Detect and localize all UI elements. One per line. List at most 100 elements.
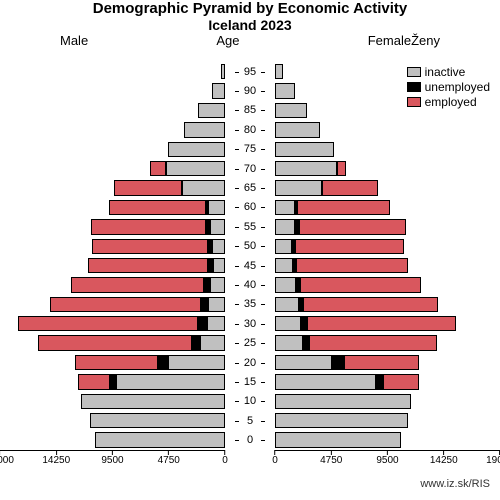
bar-right [275, 123, 500, 137]
bar-right [275, 259, 500, 273]
seg-inactive [81, 394, 225, 409]
pyramid-row: 60 [0, 198, 500, 217]
age-value: 70 [244, 163, 256, 175]
bar-left [0, 297, 225, 311]
pyramid-row: 20 [0, 353, 500, 372]
axis-left: 1900014250950047500 [0, 450, 225, 470]
seg-employed [300, 277, 421, 292]
seg-inactive [116, 374, 225, 389]
age-label-cell: 5 [225, 415, 275, 427]
axis-tick: 9500 [101, 450, 123, 466]
source-text: www.iz.sk/RIS [420, 478, 490, 490]
seg-employed [344, 355, 420, 370]
tick-label: 0 [222, 455, 228, 466]
bar-right [275, 162, 500, 176]
seg-inactive [275, 64, 283, 79]
bar-right [275, 317, 500, 331]
seg-employed [18, 316, 198, 331]
bar-left [0, 103, 225, 117]
pyramid-row: 5 [0, 411, 500, 430]
bar-right [275, 375, 500, 389]
seg-unemployed [332, 355, 344, 370]
seg-inactive [208, 297, 225, 312]
seg-inactive [275, 432, 401, 447]
bar-right [275, 142, 500, 156]
age-value: 5 [247, 415, 253, 427]
seg-inactive [95, 432, 225, 447]
pyramid-row: 40 [0, 275, 500, 294]
bar-left [0, 414, 225, 428]
pyramid-row: 70 [0, 159, 500, 178]
age-value: 55 [244, 221, 256, 233]
seg-employed [296, 258, 407, 273]
bar-left [0, 220, 225, 234]
bar-left [0, 65, 225, 79]
bar-left [0, 375, 225, 389]
pyramid-row: 30 [0, 314, 500, 333]
seg-inactive [210, 277, 225, 292]
bar-left [0, 259, 225, 273]
bar-left [0, 200, 225, 214]
axis-tick: 14250 [42, 450, 70, 466]
age-label-cell: 35 [225, 298, 275, 310]
pyramid-chart: Demographic Pyramid by Economic Activity… [0, 0, 500, 500]
bar-right [275, 65, 500, 79]
seg-inactive [207, 316, 225, 331]
age-value: 80 [244, 124, 256, 136]
pyramid-row: 90 [0, 81, 500, 100]
seg-inactive [275, 297, 299, 312]
seg-inactive [184, 122, 225, 137]
tick-label: 9500 [101, 455, 123, 466]
age-value: 50 [244, 240, 256, 252]
seg-inactive [275, 316, 301, 331]
bar-left [0, 278, 225, 292]
seg-inactive [275, 335, 303, 350]
pyramid-row: 85 [0, 101, 500, 120]
seg-inactive [200, 335, 225, 350]
seg-inactive [275, 103, 307, 118]
pyramid-row: 35 [0, 295, 500, 314]
axis-tick: 14250 [430, 450, 458, 466]
age-value: 65 [244, 182, 256, 194]
tick-label: 4750 [158, 455, 180, 466]
age-value: 95 [244, 66, 256, 78]
age-value: 0 [247, 434, 253, 446]
axis-tick: 4750 [320, 450, 342, 466]
age-label-cell: 25 [225, 337, 275, 349]
seg-inactive [275, 374, 376, 389]
seg-employed [109, 200, 206, 215]
seg-employed [78, 374, 110, 389]
bar-right [275, 239, 500, 253]
axis-right: 0475095001425019000 [275, 450, 500, 470]
bar-right [275, 336, 500, 350]
female-label: FemaleŽeny [368, 33, 440, 48]
pyramid-row: 75 [0, 140, 500, 159]
seg-employed [71, 277, 204, 292]
seg-employed [91, 219, 206, 234]
seg-inactive [90, 413, 225, 428]
bar-right [275, 103, 500, 117]
seg-inactive [182, 180, 225, 195]
pyramid-row: 65 [0, 178, 500, 197]
seg-employed [307, 316, 456, 331]
axis-tick: 0 [272, 450, 278, 466]
seg-inactive [275, 161, 337, 176]
age-label-cell: 75 [225, 143, 275, 155]
age-label-cell: 0 [225, 434, 275, 446]
seg-inactive [198, 103, 225, 118]
seg-employed [337, 161, 346, 176]
seg-employed [150, 161, 165, 176]
pyramid-row: 10 [0, 392, 500, 411]
axis-tick: 19000 [486, 450, 500, 466]
seg-inactive [166, 161, 225, 176]
seg-unemployed [192, 335, 200, 350]
seg-inactive [275, 413, 408, 428]
age-label-cell: 10 [225, 395, 275, 407]
seg-employed [383, 374, 420, 389]
seg-inactive [168, 142, 225, 157]
seg-inactive [168, 355, 225, 370]
tick-label: 14250 [430, 455, 458, 466]
bar-right [275, 414, 500, 428]
age-value: 10 [244, 395, 256, 407]
seg-inactive [208, 200, 225, 215]
